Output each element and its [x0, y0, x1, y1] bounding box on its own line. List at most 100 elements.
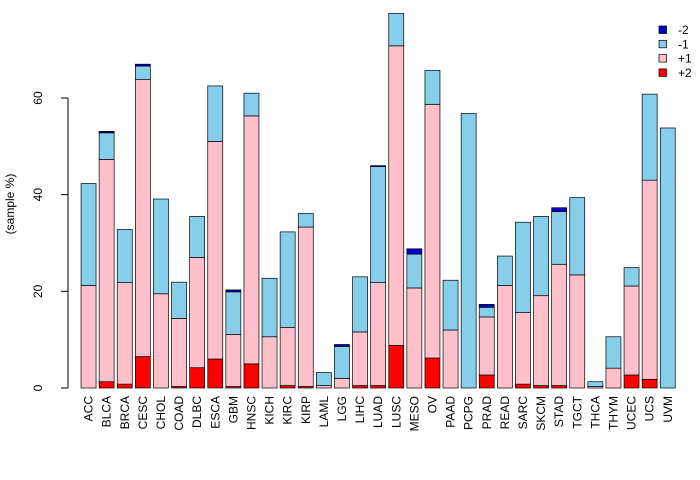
x-tick-label-ucec: UCEC — [625, 396, 639, 430]
x-tick-label-kirp: KIRP — [299, 396, 313, 424]
legend-label: -2 — [678, 23, 689, 37]
bar-blca-minus1 — [98, 132, 115, 160]
bar-hnsc-plus1 — [243, 115, 260, 365]
x-tick-label-sarc: SARC — [516, 396, 530, 430]
bar-read-plus1 — [497, 285, 513, 389]
bar-luad-plus2 — [370, 385, 386, 389]
bar-lusc-plus1 — [388, 45, 405, 346]
x-tick-label-blca: BLCA — [100, 396, 114, 427]
legend-label: -1 — [678, 37, 689, 51]
bar-thym-minus1 — [605, 336, 622, 369]
x-tick-label-thca: THCA — [588, 396, 602, 429]
y-tick-label: 40 — [31, 188, 45, 202]
bar-kirc-plus1 — [279, 327, 296, 386]
bar-esca-plus1 — [207, 141, 224, 360]
bar-ov-plus1 — [424, 103, 441, 359]
legend-label: +2 — [678, 66, 692, 80]
x-tick-label-lusc: LUSC — [389, 396, 403, 428]
legend-swatch-plus2 — [658, 68, 667, 77]
bar-gbm-minus2 — [225, 289, 242, 293]
bar-sarc-plus2 — [515, 383, 531, 389]
legend-swatch-minus2 — [658, 25, 667, 34]
bar-brca-minus1 — [116, 229, 133, 283]
x-tick-label-cesc: CESC — [136, 396, 150, 430]
bar-lusc-plus2 — [388, 345, 405, 389]
bar-prad-plus2 — [478, 374, 495, 389]
bar-tgct-minus1 — [569, 197, 586, 276]
legend-label: +1 — [678, 52, 692, 66]
bar-kirp-minus1 — [297, 213, 314, 228]
bar-kirc-plus2 — [279, 385, 296, 389]
bar-ucec-plus2 — [623, 374, 640, 389]
x-tick-label-meso: MESO — [407, 396, 421, 431]
bar-kirc-minus1 — [279, 231, 296, 328]
bar-luad-minus2 — [370, 165, 386, 167]
bar-prad-minus2 — [478, 304, 495, 308]
x-tick-label-gbm: GBM — [226, 396, 240, 423]
bar-thca-minus1 — [587, 381, 604, 387]
bar-ucs-minus1 — [641, 93, 658, 181]
x-tick-label-hnsc: HNSC — [244, 396, 258, 430]
x-tick-label-esca: ESCA — [208, 396, 222, 429]
y-axis-label: (sample %) — [3, 174, 17, 235]
bar-cesc-plus1 — [135, 79, 151, 357]
bar-hnsc-minus1 — [243, 92, 260, 117]
bar-laml-plus1 — [316, 385, 332, 389]
bar-chol-plus1 — [153, 293, 169, 389]
bar-ov-minus1 — [424, 70, 441, 105]
x-tick-label-paad: PAAD — [444, 396, 458, 428]
bar-meso-plus1 — [406, 287, 423, 389]
x-tick-label-kich: KICH — [263, 396, 277, 425]
bar-gbm-plus1 — [225, 334, 242, 387]
bar-skcm-plus1 — [533, 295, 549, 386]
bar-read-minus1 — [497, 255, 513, 286]
bar-coad-plus1 — [171, 318, 187, 387]
bar-kich-plus1 — [261, 336, 278, 389]
bar-ucs-plus2 — [641, 378, 658, 389]
bar-acc-minus1 — [80, 183, 97, 286]
bar-pcpg-minus1 — [460, 113, 477, 389]
x-tick-label-lgg: LGG — [335, 396, 349, 421]
bar-sarc-plus1 — [515, 312, 531, 385]
bar-lgg-plus1 — [334, 377, 350, 389]
bar-stad-plus1 — [551, 263, 568, 386]
x-axis: ACC BLCA BRCA CESC CHOL COAD DLBC ESCA GBM HNSC KI… — [82, 395, 675, 431]
bar-esca-plus2 — [207, 358, 224, 389]
y-tick-label: 20 — [31, 284, 45, 298]
bar-sarc-minus1 — [515, 221, 531, 313]
bar-uvm-minus1 — [659, 127, 676, 389]
bar-tgct-plus1 — [569, 274, 586, 389]
y-tick-label: 0 — [31, 384, 45, 391]
bar-skcm-minus1 — [533, 216, 549, 297]
legend-swatch-plus1 — [658, 54, 667, 63]
bar-ucec-plus1 — [623, 285, 640, 376]
bar-esca-minus1 — [207, 85, 224, 142]
bar-brca-plus2 — [116, 383, 133, 389]
x-tick-label-tgct: TGCT — [570, 395, 584, 428]
bars-group — [80, 13, 676, 389]
bar-ucec-minus1 — [623, 267, 640, 287]
x-tick-label-read: READ — [498, 396, 512, 430]
bar-hnsc-plus2 — [243, 363, 260, 389]
legend: -2-1+1+2 — [658, 23, 692, 80]
bar-stad-plus2 — [551, 385, 568, 389]
bar-cesc-minus2 — [135, 63, 151, 67]
x-tick-label-ucs: UCS — [643, 396, 657, 421]
bar-paad-plus1 — [442, 329, 459, 389]
x-tick-label-thym: THYM — [606, 396, 620, 430]
bar-blca-plus2 — [98, 381, 115, 389]
bar-cesc-minus1 — [135, 65, 151, 81]
x-tick-label-laml: LAML — [317, 396, 331, 428]
bar-lgg-minus1 — [334, 346, 350, 379]
bar-blca-plus1 — [98, 159, 115, 383]
x-tick-label-uvm: UVM — [661, 396, 675, 423]
y-axis: 0 20 40 60 — [31, 91, 69, 391]
x-tick-label-ov: OV — [425, 396, 439, 413]
bar-stad-minus2 — [551, 207, 568, 212]
x-tick-label-luad: LUAD — [371, 396, 385, 428]
bar-meso-minus2 — [406, 248, 423, 255]
bar-kich-minus1 — [261, 277, 278, 338]
bar-kirp-plus1 — [297, 226, 314, 387]
bar-ov-plus2 — [424, 357, 441, 389]
